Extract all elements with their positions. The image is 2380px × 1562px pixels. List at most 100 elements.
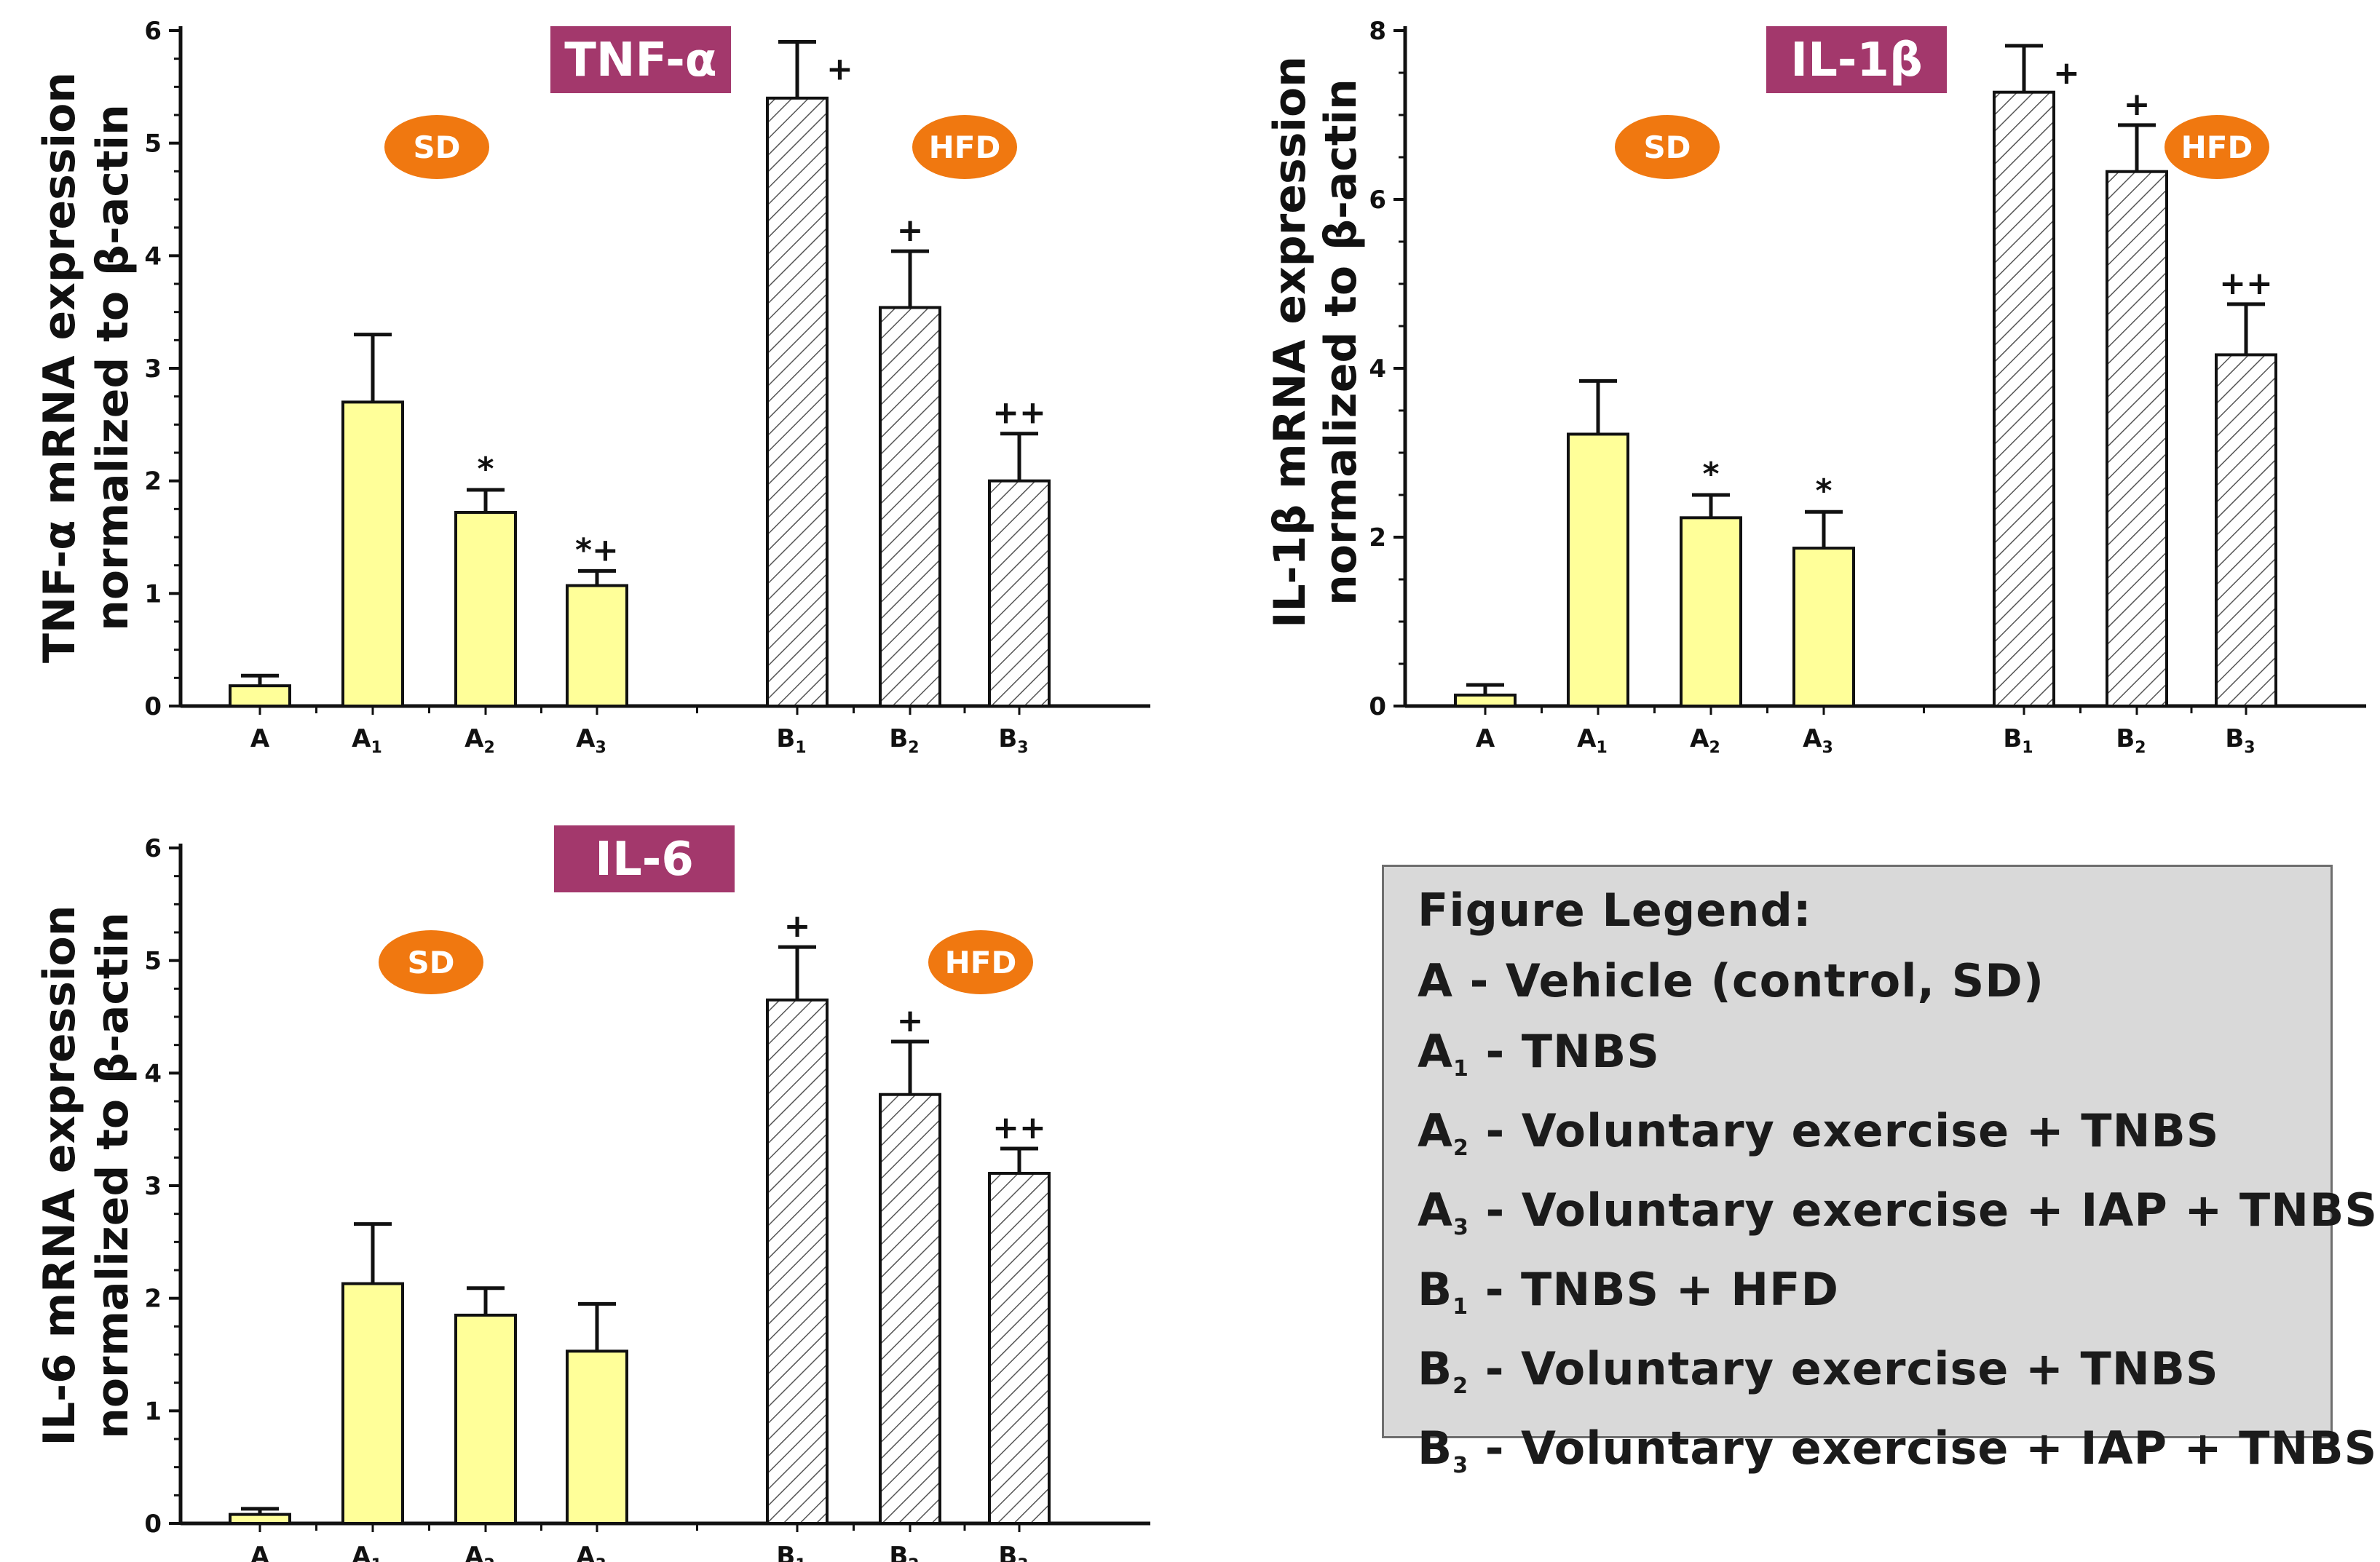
bar-b3: [988, 1171, 1051, 1526]
y-tick-label: 0: [144, 692, 162, 721]
y-tick-label: 6: [1369, 186, 1386, 215]
bar-a: [1454, 693, 1517, 707]
x-tick-label: A2: [1690, 724, 1720, 757]
y-axis-label-line-2: normalized to β-actin: [87, 104, 138, 631]
bar-a2: [1680, 516, 1742, 707]
hfd-group-oval: [2164, 115, 2269, 179]
hfd-group-label: HFD: [2181, 130, 2253, 165]
legend-item: A3 - Voluntary exercise + IAP + TNBS: [1418, 1175, 2377, 1254]
legend-item-subscript: 1: [1452, 1056, 1469, 1082]
bar-b1: [766, 96, 829, 708]
y-tick-label: 5: [144, 130, 162, 159]
legend-item-code: B: [1418, 1342, 1453, 1395]
legend-item-subscript: 1: [1452, 1294, 1469, 1320]
legend-item-code: A: [1418, 1025, 1453, 1078]
y-tick-label: 1: [144, 579, 162, 608]
y-tick-label: 3: [144, 354, 162, 384]
y-tick-label: 4: [144, 242, 162, 271]
x-tick-label: A3: [1803, 724, 1833, 757]
bar-b2: [879, 1093, 941, 1525]
x-tick-subscript: 2: [484, 1556, 495, 1562]
legend-item: A - Vehicle (control, SD): [1418, 945, 2330, 1016]
bar-a1: [341, 400, 404, 708]
legend-item-text: - TNBS + HFD: [1468, 1263, 1839, 1316]
y-tick-label: 0: [1369, 692, 1386, 721]
legend-item-text: - Voluntary exercise + IAP + TNBS: [1468, 1422, 2378, 1475]
x-tick-label: B2: [889, 724, 919, 757]
legend-item-subscript: 2: [1452, 1135, 1469, 1161]
x-tick-subscript: 2: [908, 739, 919, 757]
legend-items: A - Vehicle (control, SD) A1 - TNBS A2 - V…: [1418, 945, 2377, 1492]
sd-group-oval: [379, 930, 483, 994]
x-tick-subscript: 1: [1597, 739, 1608, 757]
x-tick-subscript: 3: [596, 1556, 606, 1562]
y-axis-label-line-1: TNF-α mRNA expression: [34, 72, 85, 663]
il-1beta-chart: 0 2 4 6 8 A A1 * A2 * A3 + B1 + B2 ++ B3 IL-1β mRNA expre…: [1265, 17, 2366, 757]
legend-item-text: - Voluntary exercise + TNBS: [1468, 1342, 2219, 1395]
legend-item-subscript: 2: [1452, 1373, 1469, 1399]
legend-item-subscript: 3: [1452, 1453, 1469, 1478]
x-tick-label: A2: [464, 1542, 495, 1562]
legend-item-text: - Voluntary exercise + IAP + TNBS: [1468, 1184, 2378, 1237]
chart-title: IL-1β: [1790, 33, 1923, 87]
sd-group-oval: [1615, 115, 1720, 179]
bar-b3: [2215, 353, 2277, 707]
bar-a3: [566, 584, 628, 707]
hfd-group-oval: [912, 115, 1017, 179]
x-tick-subscript: 1: [371, 1556, 382, 1562]
x-tick-label: A: [250, 724, 270, 753]
bar-a: [229, 1513, 291, 1526]
y-axis-label-line-1: IL-6 mRNA expression: [34, 905, 85, 1446]
x-tick-label: A: [1476, 724, 1495, 753]
significance-marker: ++: [992, 1109, 1046, 1146]
y-tick-label: 0: [144, 1510, 162, 1539]
figure-legend: Figure Legend: A - Vehicle (control, SD)…: [1382, 865, 2377, 1478]
bar-a2: [454, 1313, 517, 1526]
legend-item-text: - Voluntary exercise + TNBS: [1468, 1104, 2220, 1157]
x-tick-subscript: 1: [2022, 739, 2033, 757]
bar-b1: [766, 998, 829, 1526]
chart-title-box: [1766, 26, 1947, 93]
significance-marker: ++: [992, 395, 1046, 432]
legend-title: Figure Legend:: [1418, 884, 1812, 937]
y-axis-label-line-2: normalized to β-actin: [87, 912, 138, 1439]
bar-a3: [1792, 547, 1855, 708]
significance-marker: ++: [2219, 265, 2273, 302]
chart-title: TNF-α: [564, 33, 717, 87]
sd-group-label: SD: [407, 945, 454, 980]
bar-a1: [341, 1282, 404, 1526]
x-tick-label: B2: [2116, 724, 2146, 757]
x-tick-label: B3: [2225, 724, 2255, 757]
y-tick-label: 2: [144, 1285, 162, 1314]
legend-item: B2 - Voluntary exercise + TNBS: [1418, 1333, 2330, 1413]
significance-marker: *+: [575, 531, 619, 568]
y-tick-label: 4: [144, 1059, 162, 1088]
y-axis-label-line-2: normalized to β-actin: [1316, 79, 1367, 606]
legend-item-code: A: [1418, 1184, 1453, 1237]
y-tick-label: 6: [144, 834, 162, 863]
bar-a1: [1567, 432, 1629, 707]
y-tick-label: 5: [144, 947, 162, 976]
legend-item-code: A: [1418, 954, 1453, 1007]
hfd-group-oval: [928, 930, 1033, 994]
y-tick-label: 6: [144, 17, 162, 46]
x-tick-label: B2: [889, 1542, 919, 1562]
y-tick-label: 8: [1369, 17, 1386, 46]
significance-marker: +: [784, 908, 811, 945]
x-tick-subscript: 3: [1017, 739, 1028, 757]
sd-group-oval: [384, 115, 489, 179]
x-tick-label: B1: [2003, 724, 2033, 757]
bar-b3: [988, 479, 1051, 708]
significance-marker: +: [2124, 86, 2151, 123]
x-tick-label: A1: [1577, 724, 1608, 757]
legend-item-code: B: [1418, 1263, 1453, 1316]
sd-group-label: SD: [1643, 130, 1691, 165]
legend-item-code: B: [1418, 1422, 1453, 1475]
x-tick-label: A2: [464, 724, 495, 757]
hfd-group-label: HFD: [929, 130, 1001, 165]
bar-b2: [2106, 170, 2168, 708]
x-tick-label: B1: [776, 724, 806, 757]
significance-marker: *: [477, 451, 494, 488]
y-tick-label: 2: [1369, 523, 1386, 552]
